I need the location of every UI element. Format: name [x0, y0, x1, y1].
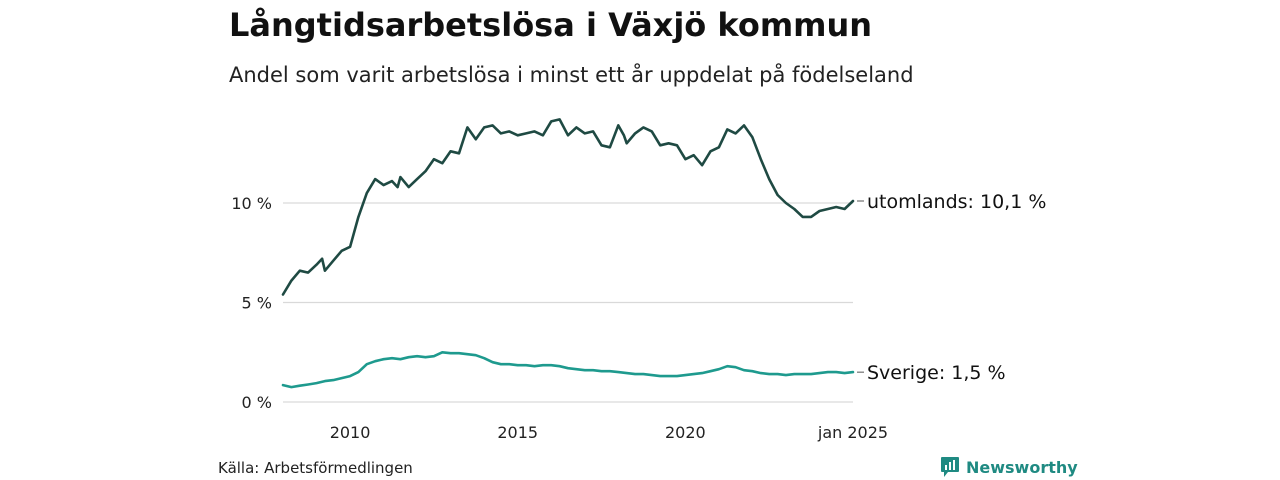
brand: Newsworthy — [940, 456, 1078, 478]
brand-name: Newsworthy — [966, 457, 1078, 477]
newsworthy-logo-icon — [941, 457, 959, 477]
chart-title: Långtidsarbetslösa i Växjö kommun — [229, 6, 873, 44]
x-tick-label: 2010 — [330, 423, 371, 442]
end-label-utomlands: utomlands: 10,1 % — [867, 191, 1046, 213]
y-tick-label: 0 % — [242, 393, 272, 412]
y-tick-label: 5 % — [242, 294, 272, 313]
source-note: Källa: Arbetsförmedlingen — [218, 459, 413, 477]
x-tick-label: 2015 — [497, 423, 538, 442]
x-tick-label: 2020 — [665, 423, 706, 442]
series-line-utomlands — [281, 118, 855, 296]
x-tick-label: jan 2025 — [817, 423, 888, 442]
series-line-sverige — [281, 351, 855, 389]
y-tick-label: 10 % — [231, 194, 272, 213]
chart-subtitle: Andel som varit arbetslösa i minst ett å… — [229, 63, 914, 87]
end-label-sverige: Sverige: 1,5 % — [867, 362, 1006, 384]
